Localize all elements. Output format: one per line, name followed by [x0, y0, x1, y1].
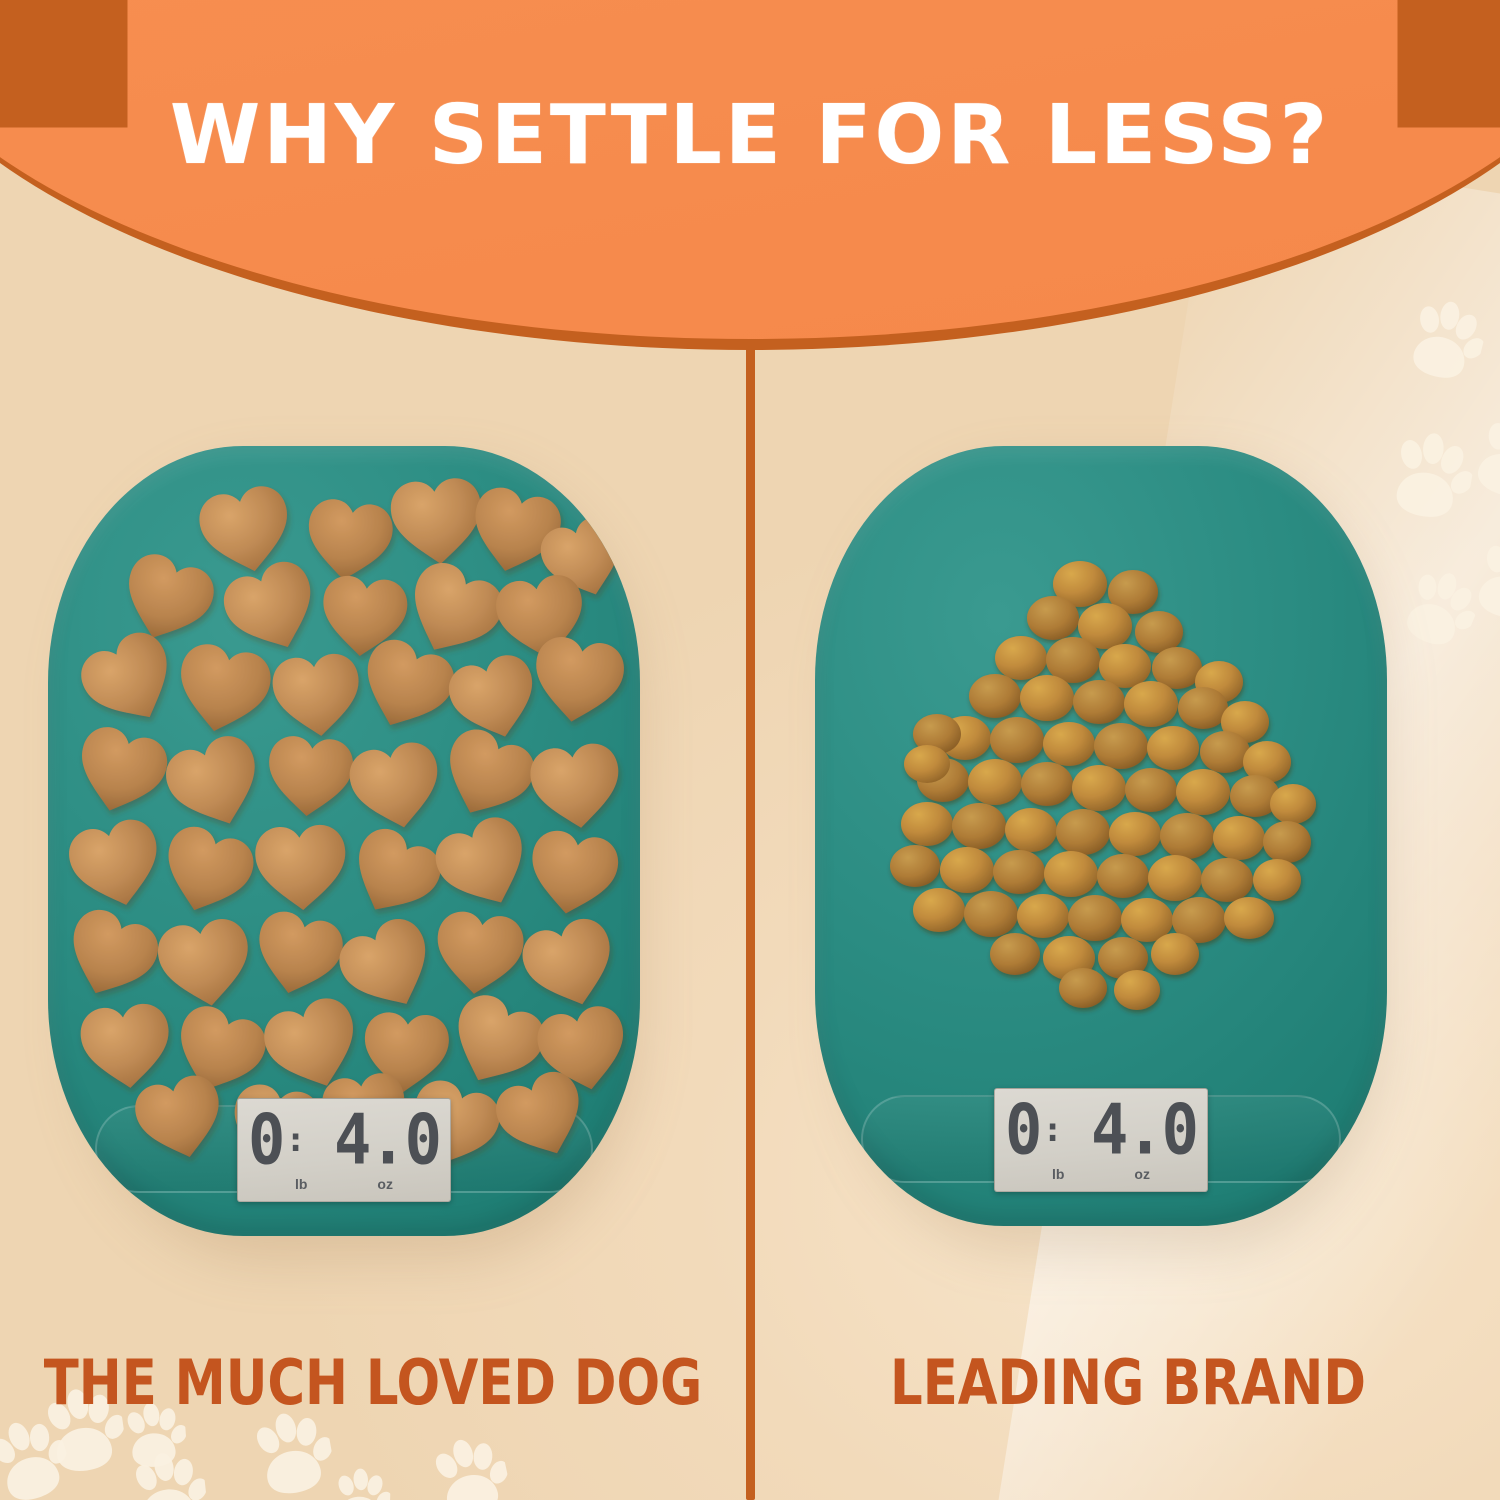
scale-lcd-display: 0 : 4.0 lb oz	[994, 1088, 1208, 1193]
paw-print-icon	[118, 1400, 189, 1476]
lcd-pounds-value: 0	[1005, 1089, 1042, 1171]
lcd-unit-lb: lb	[294, 1176, 308, 1193]
banner-shape	[0, 0, 1500, 350]
panel-caption-much-loved-dog: THE MUCH LOVED DOG	[43, 1346, 703, 1419]
paw-print-icon	[34, 1383, 130, 1486]
paw-print-icon	[243, 1406, 339, 1500]
lcd-ounces-value: 4.0	[1091, 1089, 1199, 1171]
kitchen-scale: 0 : 4.0 lb oz	[48, 446, 640, 1236]
panel-divider	[746, 348, 755, 1500]
scale-lcd-display: 0 : 4.0 lb oz	[237, 1098, 451, 1203]
comparison-panel-leading-brand: 0 : 4.0 lb oz	[755, 348, 1500, 1500]
page-title: WHY SETTLE FOR LESS?	[169, 88, 1331, 183]
lcd-separator: :	[1042, 1110, 1063, 1151]
paw-print-icon	[0, 1410, 80, 1500]
paw-print-icon	[422, 1431, 516, 1500]
lcd-unit-oz: oz	[377, 1176, 393, 1193]
header-banner: WHY SETTLE FOR LESS?	[0, 0, 1500, 350]
panel-caption-leading-brand: LEADING BRAND	[890, 1346, 1366, 1419]
lcd-pounds-value: 0	[248, 1098, 285, 1181]
lcd-unit-lb: lb	[1051, 1166, 1065, 1183]
kitchen-scale: 0 : 4.0 lb oz	[815, 446, 1387, 1226]
lcd-ounces-value: 4.0	[334, 1098, 442, 1181]
comparison-panel-much-loved-dog: 0 : 4.0 lb oz	[0, 348, 746, 1500]
lcd-separator: :	[285, 1120, 306, 1161]
paw-print-icon	[329, 1467, 392, 1500]
